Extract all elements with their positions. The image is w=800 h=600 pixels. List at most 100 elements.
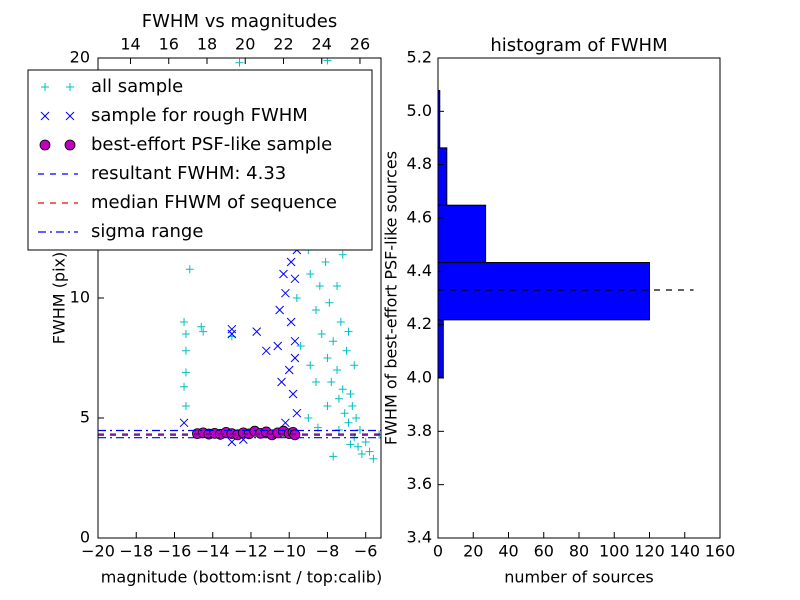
x-axis-label: number of sources bbox=[504, 568, 654, 587]
y-tick-label: 4.8 bbox=[407, 154, 432, 173]
y-tick-label: 10 bbox=[70, 288, 90, 307]
point bbox=[185, 265, 194, 274]
y-tick-label: 4.2 bbox=[407, 314, 432, 333]
point bbox=[354, 442, 363, 451]
x2-tick-label: 14 bbox=[120, 35, 140, 54]
x-tick-label: 120 bbox=[634, 542, 665, 561]
point bbox=[357, 450, 366, 458]
point bbox=[323, 58, 332, 65]
point bbox=[281, 418, 290, 428]
x-tick-label: −6 bbox=[354, 542, 378, 561]
x-tick-label: 60 bbox=[534, 542, 554, 561]
x-tick-label: 160 bbox=[705, 542, 736, 561]
point bbox=[338, 250, 347, 259]
x-tick-label: 80 bbox=[569, 542, 589, 561]
point bbox=[296, 342, 305, 350]
point bbox=[334, 394, 343, 403]
point bbox=[292, 408, 302, 418]
point bbox=[181, 368, 190, 377]
point bbox=[327, 378, 336, 386]
x-tick-label: 100 bbox=[599, 542, 630, 561]
y-axis-label: FWHM of best-effort PSF-like sources bbox=[382, 151, 401, 445]
point bbox=[306, 270, 315, 278]
left-plot: −20 −18 −16 −14 −12 −10 −8 −6 14 16 18 20 22 24 26 0 5 10… bbox=[27, 11, 382, 587]
point bbox=[227, 437, 237, 447]
bar bbox=[437, 147, 448, 206]
legend-label: median FHWM of sequence bbox=[91, 192, 337, 213]
point bbox=[344, 418, 353, 427]
point bbox=[180, 318, 189, 326]
point bbox=[323, 402, 332, 410]
point bbox=[342, 346, 351, 355]
bar bbox=[437, 262, 650, 321]
point bbox=[197, 322, 206, 331]
point bbox=[252, 327, 262, 336]
point bbox=[179, 418, 189, 428]
x-tick-label: −14 bbox=[196, 542, 230, 561]
chart-title: FWHM vs magnitudes bbox=[142, 11, 337, 32]
point bbox=[290, 336, 300, 346]
x-tick-label: −16 bbox=[158, 542, 192, 561]
point bbox=[66, 83, 74, 91]
y-tick-label: 3.6 bbox=[407, 474, 432, 493]
x-tick-label: 0 bbox=[433, 542, 443, 561]
point bbox=[321, 258, 330, 266]
x-tick-label: −20 bbox=[81, 542, 115, 561]
x2-tick-label: 20 bbox=[235, 35, 255, 54]
y-tick-label: 3.4 bbox=[407, 528, 432, 547]
x2-tick-label: 26 bbox=[350, 35, 370, 54]
point bbox=[277, 377, 286, 387]
point bbox=[323, 354, 332, 362]
point bbox=[273, 341, 283, 351]
y-tick-label: 4.0 bbox=[407, 368, 432, 387]
point bbox=[346, 390, 355, 398]
point bbox=[290, 274, 300, 284]
legend-label: resultant FWHM: 4.33 bbox=[91, 163, 286, 184]
point bbox=[333, 366, 342, 374]
point bbox=[338, 385, 347, 394]
point bbox=[333, 282, 342, 290]
point bbox=[311, 306, 320, 314]
legend: all sample sample for rough FWHM best-effo… bbox=[27, 69, 373, 251]
x2-tick-label: 22 bbox=[273, 35, 293, 54]
y-tick-label: 3.8 bbox=[407, 421, 432, 440]
point bbox=[64, 139, 76, 151]
point bbox=[180, 382, 189, 391]
y-tick-label: 5 bbox=[80, 408, 90, 427]
point bbox=[306, 361, 315, 370]
point bbox=[227, 329, 237, 339]
point bbox=[348, 402, 357, 410]
point bbox=[352, 414, 361, 422]
x-tick-label: 140 bbox=[669, 542, 700, 561]
point bbox=[279, 269, 288, 279]
point bbox=[315, 282, 324, 290]
point bbox=[284, 365, 294, 375]
x2-tick-label: 18 bbox=[197, 35, 217, 54]
point bbox=[350, 361, 359, 370]
point bbox=[311, 378, 320, 386]
point bbox=[261, 346, 271, 356]
point bbox=[304, 414, 313, 422]
point bbox=[281, 288, 290, 298]
legend-label: best-effort PSF-like sample bbox=[91, 134, 332, 155]
y-axis-label: FWHM (pix) bbox=[50, 252, 69, 345]
point bbox=[340, 409, 349, 418]
y-tick-label: 20 bbox=[70, 48, 90, 67]
legend-label: all sample bbox=[91, 76, 183, 97]
point bbox=[325, 298, 334, 307]
x-tick-label: −12 bbox=[234, 542, 268, 561]
x-tick-label: 40 bbox=[498, 542, 518, 561]
point bbox=[286, 257, 296, 267]
y-tick-label: 0 bbox=[80, 528, 90, 547]
legend-label: sigma range bbox=[91, 221, 203, 242]
point bbox=[65, 111, 75, 121]
x-tick-label: −8 bbox=[316, 542, 340, 561]
y-tick-label: 4.4 bbox=[407, 261, 432, 280]
bar bbox=[437, 319, 444, 378]
point bbox=[290, 353, 300, 363]
y-tick-label: 5.0 bbox=[407, 101, 432, 120]
bar bbox=[437, 204, 487, 264]
point bbox=[40, 111, 50, 121]
x-tick-label: 20 bbox=[463, 542, 483, 561]
